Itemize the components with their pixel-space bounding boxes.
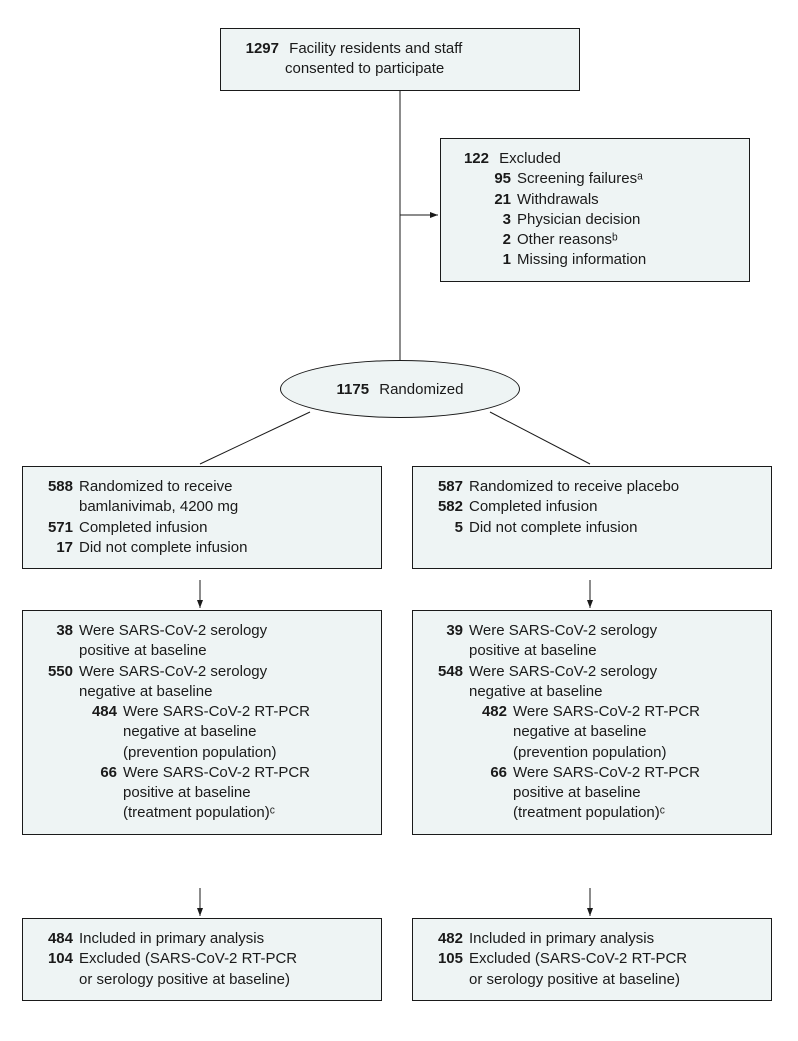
lbl: negative at baseline	[37, 682, 367, 702]
lbl: positive at baseline	[427, 783, 757, 803]
num: 548	[427, 662, 463, 682]
num: 38	[37, 621, 73, 641]
left-arm-label2: bamlanivimab, 4200 mg	[37, 497, 367, 517]
num: 104	[37, 949, 73, 969]
left-arm-label: Randomized to receive	[73, 477, 232, 497]
lbl: Included in primary analysis	[73, 929, 264, 949]
num: 484	[37, 929, 73, 949]
lbl: Excluded (SARS-CoV-2 RT-PCR	[463, 949, 687, 969]
right-completed-label: Completed infusion	[463, 497, 597, 517]
enrollment-box: 1297 Facility residents and staff consen…	[220, 28, 580, 91]
left-arm-n: 588	[37, 477, 73, 497]
num: 550	[37, 662, 73, 682]
left-completed-label: Completed infusion	[73, 518, 207, 538]
lbl: negative at baseline	[427, 682, 757, 702]
left-completed-n: 571	[37, 518, 73, 538]
excl-item-n: 3	[477, 210, 511, 230]
excl-item-label: Physician decision	[511, 210, 640, 230]
excluded-n: 122	[455, 149, 489, 169]
lbl: Were SARS-CoV-2 serology	[463, 662, 657, 682]
right-arm-label: Randomized to receive placebo	[463, 477, 679, 497]
excluded-box: 122 Excluded 95Screening failuresᵃ 21Wit…	[440, 138, 750, 282]
left-baseline-box: 38Were SARS-CoV-2 serology positive at b…	[22, 610, 382, 835]
lbl: Were SARS-CoV-2 RT-PCR	[507, 763, 700, 783]
lbl: positive at baseline	[37, 641, 367, 661]
randomized-n: 1175	[337, 381, 370, 398]
randomized-label: Randomized	[373, 381, 463, 398]
lbl: Excluded (SARS-CoV-2 RT-PCR	[73, 949, 297, 969]
lbl: Were SARS-CoV-2 serology	[73, 662, 267, 682]
enrollment-n: 1297	[235, 39, 279, 59]
excluded-label: Excluded	[493, 149, 561, 169]
excl-item-n: 1	[477, 250, 511, 270]
excl-item-label: Withdrawals	[511, 190, 599, 210]
num: 39	[427, 621, 463, 641]
lbl: (treatment population)ᶜ	[427, 803, 757, 823]
left-dnc-label: Did not complete infusion	[73, 538, 247, 558]
lbl: negative at baseline	[427, 722, 757, 742]
lbl: (prevention population)	[37, 743, 367, 763]
num: 482	[471, 702, 507, 722]
excl-item-label: Missing information	[511, 250, 646, 270]
lbl: Were SARS-CoV-2 serology	[73, 621, 267, 641]
lbl: positive at baseline	[427, 641, 757, 661]
excl-item-n: 21	[477, 190, 511, 210]
lbl: Were SARS-CoV-2 serology	[463, 621, 657, 641]
right-completed-n: 582	[427, 497, 463, 517]
num: 66	[81, 763, 117, 783]
lbl: or serology positive at baseline)	[37, 970, 367, 990]
num: 66	[471, 763, 507, 783]
right-final-box: 482Included in primary analysis 105Exclu…	[412, 918, 772, 1001]
lbl: Included in primary analysis	[463, 929, 654, 949]
num: 105	[427, 949, 463, 969]
lbl: Were SARS-CoV-2 RT-PCR	[117, 702, 310, 722]
excl-item-label: Screening failuresᵃ	[511, 169, 643, 189]
excl-item-n: 95	[477, 169, 511, 189]
excl-item-n: 2	[477, 230, 511, 250]
left-arm-box: 588Randomized to receive bamlanivimab, 4…	[22, 466, 382, 569]
lbl: (treatment population)ᶜ	[37, 803, 367, 823]
num: 484	[81, 702, 117, 722]
lbl: Were SARS-CoV-2 RT-PCR	[507, 702, 700, 722]
lbl: or serology positive at baseline)	[427, 970, 757, 990]
randomized-ellipse: 1175 Randomized	[280, 360, 520, 418]
right-arm-box: 587Randomized to receive placebo 582Comp…	[412, 466, 772, 569]
enrollment-label-1: Facility residents and staff	[283, 39, 462, 59]
lbl: positive at baseline	[37, 783, 367, 803]
lbl: Were SARS-CoV-2 RT-PCR	[117, 763, 310, 783]
right-baseline-box: 39Were SARS-CoV-2 serology positive at b…	[412, 610, 772, 835]
lbl: negative at baseline	[37, 722, 367, 742]
right-dnc-n: 5	[427, 518, 463, 538]
right-arm-n: 587	[427, 477, 463, 497]
excl-item-label: Other reasonsᵇ	[511, 230, 618, 250]
enrollment-label-2: consented to participate	[235, 59, 565, 79]
num: 482	[427, 929, 463, 949]
right-dnc-label: Did not complete infusion	[463, 518, 637, 538]
left-final-box: 484Included in primary analysis 104Exclu…	[22, 918, 382, 1001]
left-dnc-n: 17	[37, 538, 73, 558]
lbl: (prevention population)	[427, 743, 757, 763]
